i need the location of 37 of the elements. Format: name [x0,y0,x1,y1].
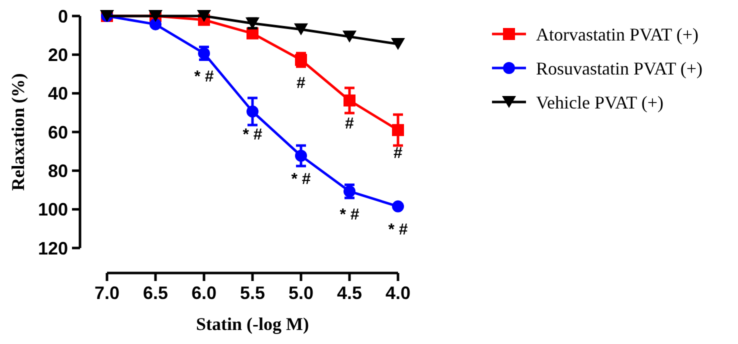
x-tick-label: 4.5 [336,283,362,303]
annotation: # [394,145,403,162]
legend-label: Vehicle PVAT (+) [536,92,664,112]
point [342,30,356,43]
annotation: * # [340,206,360,224]
y-tick-label: 120 [38,238,68,258]
annotation: * # [291,170,311,188]
x-axis-title: Statin (-log M) [196,314,309,334]
legend-label: Atorvastatin PVAT (+) [536,24,698,44]
point [295,150,307,162]
annotation: * # [242,126,262,144]
y-tick-label: 20 [48,44,68,65]
annotation: # [345,115,354,132]
y-axis-title: Relaxation (%) [8,73,28,191]
x-tick-label: 5.5 [240,283,266,303]
legend-label: Rosuvastatin PVAT (+) [536,58,703,78]
point [246,106,258,118]
x-tick-label: 6.0 [191,283,217,303]
x-tick-label: 7.0 [94,283,120,303]
point [392,200,404,212]
annotation: # [296,74,306,92]
x-tick-label: 4.0 [385,283,411,303]
point [150,18,162,30]
point [391,38,405,50]
x-tick-label: 5.0 [288,283,314,303]
point [294,23,308,36]
point [344,94,356,106]
y-tick-label: 40 [48,84,68,104]
annotation: * # [194,68,214,86]
y-tick-label: 100 [38,200,68,220]
y-tick-label: 80 [48,160,68,181]
y-tick-label: 60 [48,122,68,142]
point [197,10,211,22]
x-tick-label: 6.5 [142,283,168,303]
point [392,124,404,136]
annotation: * # [388,221,408,238]
y-tick-label: 0 [58,6,68,26]
